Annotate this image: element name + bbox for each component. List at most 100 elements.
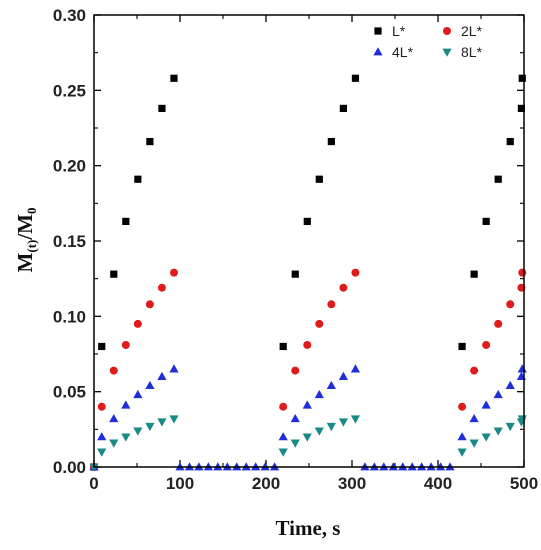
data-point bbox=[482, 340, 491, 349]
data-point bbox=[314, 389, 324, 399]
y-tick-label: 0.25 bbox=[53, 81, 86, 100]
data-point bbox=[493, 427, 503, 436]
series-2lstar bbox=[90, 268, 527, 471]
data-point bbox=[351, 74, 360, 82]
data-point bbox=[458, 342, 466, 351]
data-point bbox=[157, 418, 167, 427]
legend-label: 4L* bbox=[392, 44, 414, 60]
data-point bbox=[339, 283, 348, 292]
data-point bbox=[122, 217, 130, 226]
data-point bbox=[170, 74, 178, 82]
series-8lstar bbox=[89, 415, 527, 472]
data-point bbox=[110, 270, 118, 278]
y-tick-label: 0.00 bbox=[53, 458, 86, 477]
x-tick-label: 400 bbox=[424, 474, 452, 493]
data-point bbox=[493, 389, 503, 399]
data-point bbox=[158, 104, 166, 113]
data-point bbox=[339, 104, 347, 113]
data-point bbox=[97, 402, 106, 411]
data-point bbox=[314, 427, 324, 436]
data-point bbox=[98, 342, 106, 351]
data-point bbox=[505, 380, 515, 390]
y-axis-title-main: M bbox=[13, 252, 37, 272]
data-point bbox=[291, 366, 300, 375]
data-point bbox=[469, 439, 479, 448]
data-point bbox=[506, 300, 515, 309]
data-point bbox=[458, 402, 467, 411]
data-points bbox=[89, 74, 527, 472]
legend: L* 2L* 4L* 8L* bbox=[373, 23, 483, 60]
tick-labels: 0 100 200 300 400 500 0.00 0.05 0.10 0.15 0.20 0.25… bbox=[53, 6, 538, 493]
x-tick-label: 500 bbox=[510, 474, 538, 493]
data-point bbox=[121, 340, 130, 349]
data-point bbox=[278, 448, 288, 457]
data-point bbox=[145, 380, 155, 390]
data-point bbox=[350, 415, 361, 424]
data-point bbox=[457, 448, 467, 457]
data-point bbox=[134, 175, 142, 183]
data-point bbox=[157, 371, 167, 380]
x-axis-title: Time, s bbox=[276, 516, 341, 540]
legend-label: 8L* bbox=[461, 44, 483, 60]
data-point bbox=[146, 137, 154, 146]
data-point bbox=[338, 371, 348, 380]
y-axis-title-mid: /M bbox=[13, 214, 37, 241]
plot-frame bbox=[93, 14, 525, 468]
x-tick-label: 0 bbox=[89, 474, 98, 493]
data-point bbox=[97, 448, 107, 457]
data-point bbox=[121, 400, 131, 409]
data-point bbox=[506, 137, 514, 146]
data-point bbox=[481, 433, 491, 442]
data-point bbox=[470, 366, 479, 375]
x-tick-label: 200 bbox=[252, 474, 280, 493]
data-point bbox=[145, 422, 155, 432]
data-point bbox=[157, 283, 166, 292]
legend-label: L* bbox=[392, 23, 406, 39]
data-point bbox=[290, 439, 300, 448]
data-point bbox=[302, 433, 312, 442]
data-point bbox=[517, 104, 526, 113]
x-tick-label: 100 bbox=[166, 474, 194, 493]
data-point bbox=[327, 300, 336, 309]
data-point bbox=[457, 432, 467, 441]
axis-ticks bbox=[93, 14, 525, 468]
data-point bbox=[505, 422, 515, 432]
data-point bbox=[351, 268, 360, 277]
data-point bbox=[169, 268, 178, 277]
y-tick-label: 0.30 bbox=[53, 6, 86, 25]
data-point bbox=[133, 319, 142, 328]
data-point bbox=[494, 319, 503, 328]
data-point bbox=[470, 270, 478, 278]
data-point bbox=[291, 270, 299, 278]
data-point bbox=[133, 389, 143, 399]
data-point bbox=[109, 413, 119, 423]
data-point bbox=[481, 400, 491, 409]
data-point bbox=[279, 402, 288, 411]
y-tick-label: 0.15 bbox=[53, 232, 86, 251]
legend-marker bbox=[443, 27, 451, 35]
data-point bbox=[326, 380, 336, 390]
y-tick-label: 0.10 bbox=[53, 307, 86, 326]
data-point bbox=[278, 432, 288, 441]
data-point bbox=[290, 413, 300, 423]
data-point bbox=[518, 268, 527, 277]
data-point bbox=[315, 319, 324, 328]
legend-marker bbox=[442, 48, 452, 57]
y-tick-label: 0.20 bbox=[53, 157, 86, 176]
data-point bbox=[303, 217, 311, 226]
data-point bbox=[517, 364, 527, 373]
data-point bbox=[326, 422, 336, 432]
data-point bbox=[315, 175, 323, 183]
data-point bbox=[109, 439, 119, 448]
x-tick-label: 300 bbox=[338, 474, 366, 493]
data-point bbox=[133, 427, 143, 436]
data-point bbox=[303, 340, 312, 349]
data-point bbox=[169, 415, 179, 424]
y-axis-title: M(t)/M0 bbox=[13, 208, 39, 273]
legend-marker bbox=[373, 47, 383, 56]
data-point bbox=[350, 364, 361, 373]
data-point bbox=[338, 418, 348, 427]
series-lstar bbox=[90, 74, 526, 471]
data-point bbox=[518, 74, 526, 82]
